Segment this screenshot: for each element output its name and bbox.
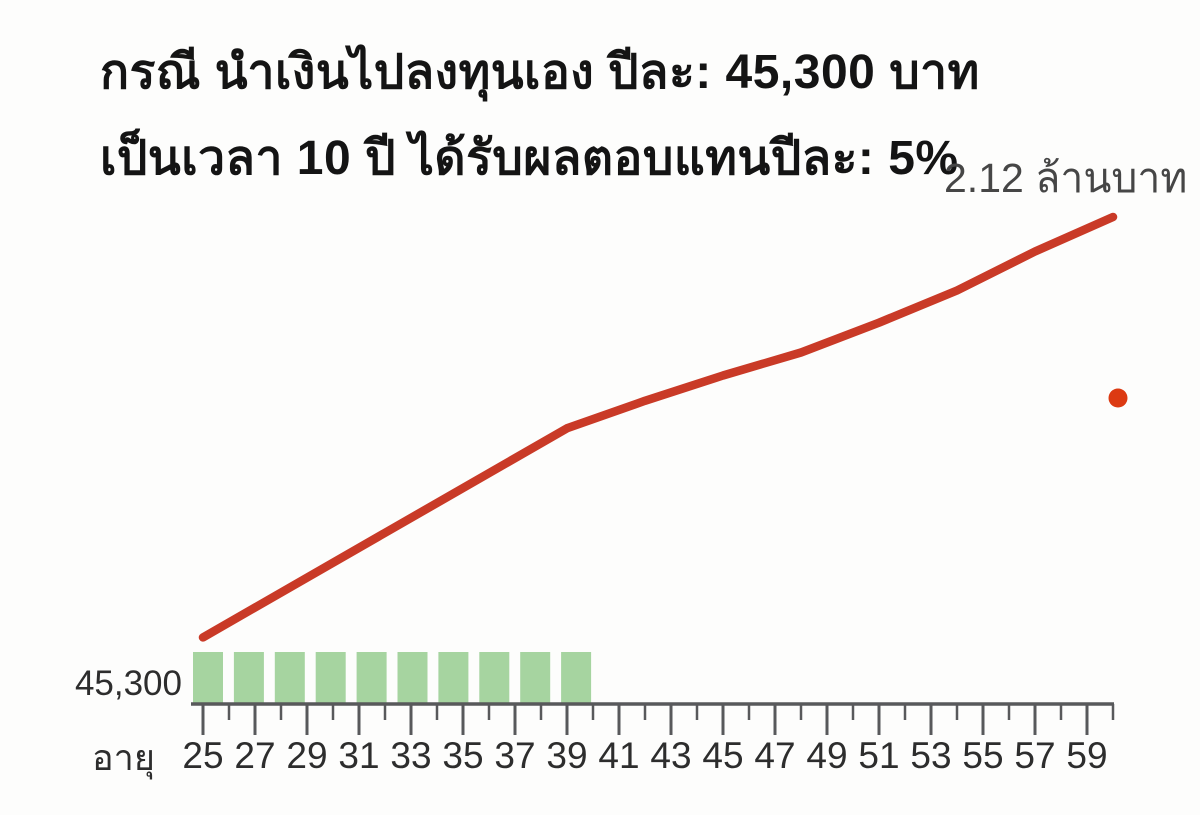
- contribution-bar: [479, 652, 510, 704]
- x-axis-tick-label: 27: [234, 735, 275, 776]
- x-axis-tick-label: 29: [286, 735, 327, 776]
- contribution-bar: [356, 652, 387, 704]
- contribution-bar: [561, 652, 592, 704]
- x-axis-tick-label: 39: [546, 735, 587, 776]
- chart-title-line-2: เป็นเวลา 10 ปี ได้รับผลตอบแทนปีละ: 5%: [100, 132, 959, 185]
- chart-title-line-1: กรณี นำเงินไปลงทุนเอง ปีละ: 45,300 บาท: [100, 46, 980, 99]
- x-axis-tick-label: 25: [182, 735, 223, 776]
- x-axis-tick-label: 51: [858, 735, 899, 776]
- contribution-bar: [397, 652, 428, 704]
- x-axis-tick-label: 47: [754, 735, 795, 776]
- growth-line: [198, 212, 1118, 642]
- x-axis-tick-label: 35: [442, 735, 483, 776]
- x-axis-tick-label: 59: [1066, 735, 1107, 776]
- contribution-bar: [193, 652, 223, 704]
- contribution-bar: [274, 652, 305, 704]
- x-axis-tick-label: 49: [806, 735, 847, 776]
- x-axis-tick-label: 37: [494, 735, 535, 776]
- x-axis-tick-label: 33: [390, 735, 431, 776]
- red-dot-marker: [1108, 388, 1128, 408]
- x-axis-tick-label: 31: [338, 735, 379, 776]
- x-axis-tick-label: 41: [598, 735, 639, 776]
- x-axis-tick-label: 55: [962, 735, 1003, 776]
- x-axis-tick-label: 53: [910, 735, 951, 776]
- contribution-bar: [520, 652, 551, 704]
- x-axis-tick-label: 43: [650, 735, 691, 776]
- contribution-bar: [438, 652, 469, 704]
- x-axis-tick-label: 57: [1014, 735, 1055, 776]
- contribution-bar: [315, 652, 346, 704]
- end-value-annotation: 2.12 ล้านบาท: [944, 155, 1188, 201]
- x-axis-tick-label: 45: [702, 735, 743, 776]
- x-axis-title: อายุ: [92, 737, 155, 778]
- contribution-amount-label: 45,300: [74, 664, 182, 703]
- contribution-bar: [233, 652, 264, 704]
